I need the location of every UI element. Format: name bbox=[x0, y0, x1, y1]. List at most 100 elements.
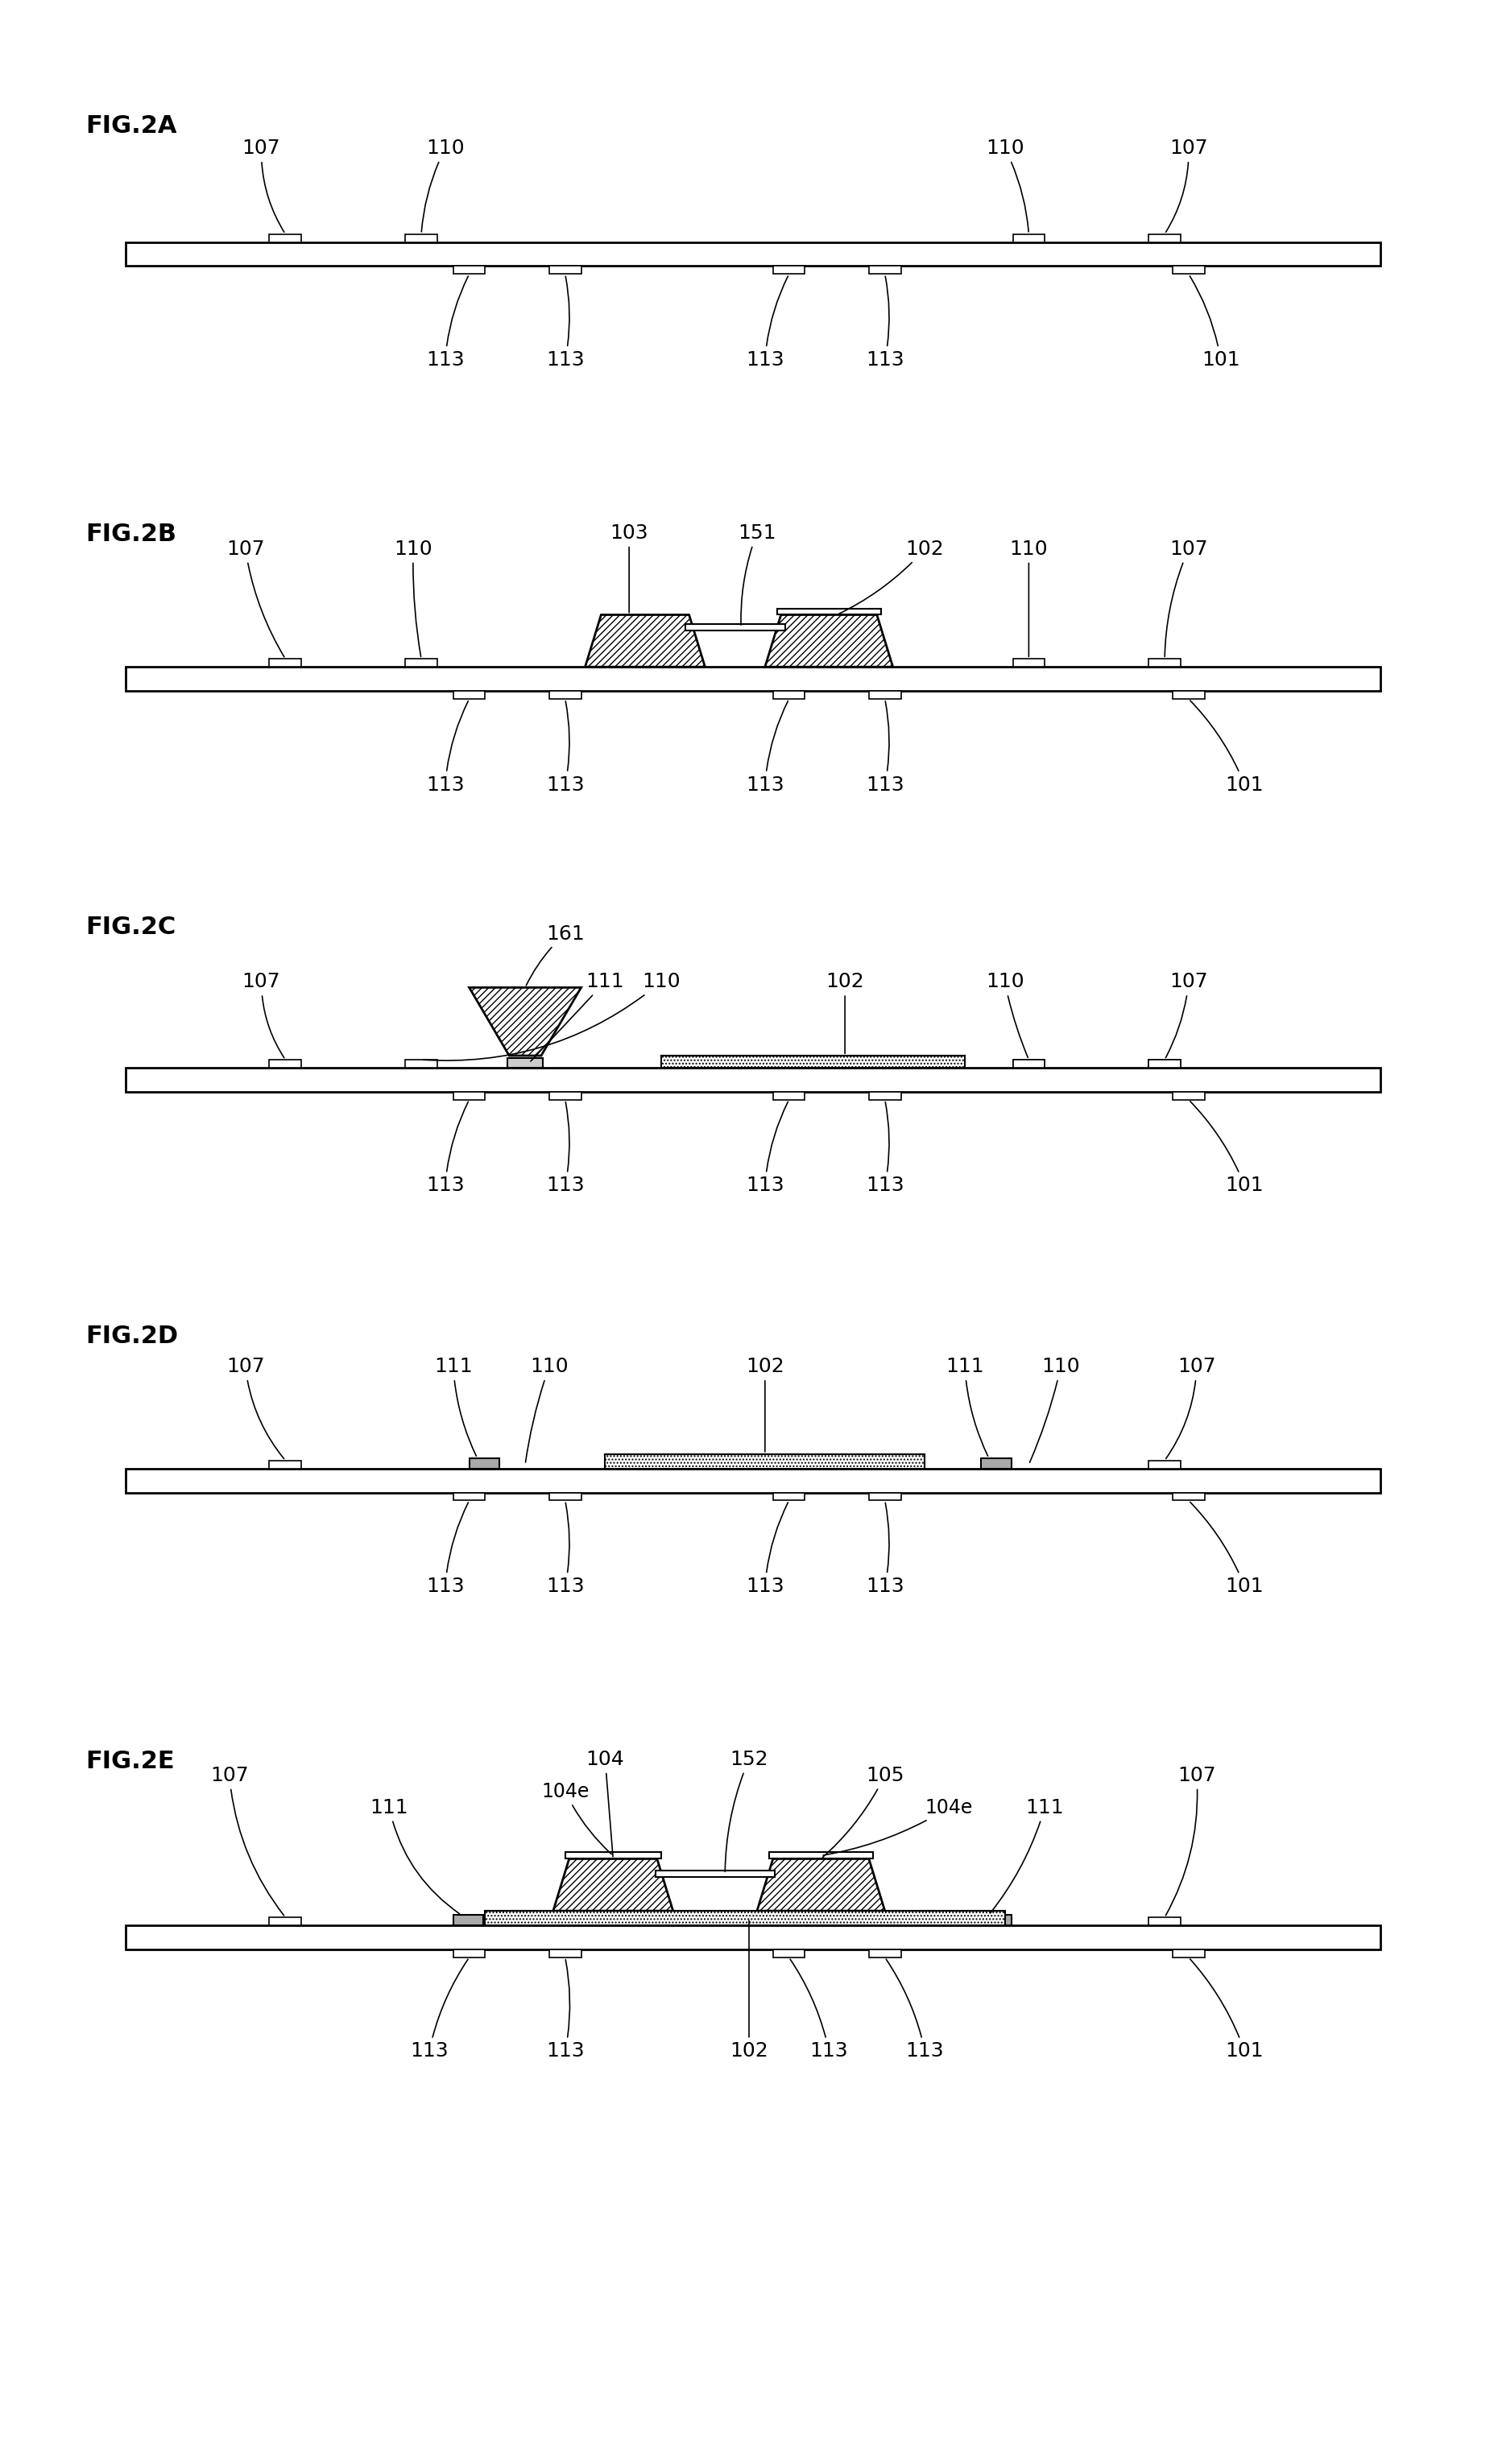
Bar bbox=[773, 1092, 804, 1099]
Text: FIG.2A: FIG.2A bbox=[85, 113, 177, 138]
Bar bbox=[454, 1949, 485, 1956]
Polygon shape bbox=[586, 616, 706, 668]
Text: 107: 107 bbox=[210, 1767, 285, 1915]
Bar bbox=[485, 1912, 1005, 1924]
Bar bbox=[1013, 234, 1044, 241]
Text: 111: 111 bbox=[530, 973, 625, 1062]
Text: 107: 107 bbox=[226, 540, 285, 658]
Bar bbox=[605, 1454, 924, 1469]
Text: 113: 113 bbox=[746, 700, 788, 793]
Text: 102: 102 bbox=[746, 1358, 785, 1451]
Bar bbox=[565, 1853, 661, 1858]
Bar bbox=[773, 1493, 804, 1501]
Text: 113: 113 bbox=[866, 1503, 905, 1597]
Text: 113: 113 bbox=[791, 1959, 848, 2060]
Bar bbox=[777, 609, 881, 616]
Bar bbox=[1173, 1092, 1204, 1099]
Bar bbox=[454, 1493, 485, 1501]
Bar bbox=[126, 1067, 1381, 1092]
Text: 113: 113 bbox=[425, 276, 469, 370]
Text: 113: 113 bbox=[545, 1959, 584, 2060]
Text: 107: 107 bbox=[1165, 1767, 1216, 1915]
Text: 101: 101 bbox=[1189, 276, 1240, 370]
Text: 110: 110 bbox=[986, 138, 1029, 232]
Bar bbox=[869, 266, 900, 274]
Bar bbox=[270, 234, 301, 241]
Text: 110: 110 bbox=[421, 138, 464, 232]
Text: 102: 102 bbox=[825, 973, 864, 1055]
Bar bbox=[773, 266, 804, 274]
Bar bbox=[1149, 1060, 1180, 1067]
Polygon shape bbox=[469, 988, 581, 1055]
Bar bbox=[869, 1092, 900, 1099]
Bar bbox=[406, 234, 437, 241]
Bar bbox=[126, 1469, 1381, 1493]
Bar bbox=[270, 1461, 301, 1469]
Text: 161: 161 bbox=[526, 924, 584, 986]
Polygon shape bbox=[765, 616, 893, 668]
Text: 111: 111 bbox=[434, 1358, 476, 1456]
Bar bbox=[550, 1949, 581, 1956]
Bar bbox=[126, 668, 1381, 690]
Text: 111: 111 bbox=[370, 1799, 460, 1915]
Bar bbox=[406, 1060, 437, 1067]
Text: 113: 113 bbox=[545, 1101, 584, 1195]
Text: 107: 107 bbox=[243, 973, 285, 1057]
Text: FIG.2D: FIG.2D bbox=[85, 1326, 178, 1348]
Text: 102: 102 bbox=[839, 540, 944, 614]
Bar bbox=[454, 690, 485, 700]
Bar bbox=[1149, 1917, 1180, 1924]
Bar bbox=[126, 1924, 1381, 1949]
Text: 110: 110 bbox=[424, 973, 680, 1060]
Bar bbox=[685, 623, 785, 631]
Bar bbox=[768, 1853, 873, 1858]
Bar bbox=[270, 1060, 301, 1067]
Text: 113: 113 bbox=[746, 276, 788, 370]
Text: 101: 101 bbox=[1191, 1101, 1264, 1195]
Text: 111: 111 bbox=[990, 1799, 1064, 1912]
Text: 110: 110 bbox=[394, 540, 433, 658]
Text: 113: 113 bbox=[545, 702, 584, 793]
Text: 113: 113 bbox=[425, 700, 469, 793]
Bar bbox=[1173, 1493, 1204, 1501]
Bar bbox=[1149, 234, 1180, 241]
Bar bbox=[126, 1469, 1381, 1493]
Bar bbox=[656, 1870, 774, 1878]
Text: 107: 107 bbox=[226, 1358, 285, 1459]
Bar bbox=[126, 241, 1381, 266]
Text: FIG.2E: FIG.2E bbox=[85, 1749, 175, 1772]
Text: 110: 110 bbox=[986, 973, 1028, 1057]
Bar bbox=[550, 266, 581, 274]
Bar bbox=[661, 1055, 965, 1067]
Bar bbox=[1013, 658, 1044, 668]
Bar bbox=[1149, 1461, 1180, 1469]
Bar bbox=[981, 1915, 1011, 1924]
Text: 105: 105 bbox=[822, 1767, 903, 1858]
Text: 107: 107 bbox=[1165, 540, 1207, 655]
Text: 113: 113 bbox=[866, 702, 905, 793]
Bar bbox=[773, 1949, 804, 1956]
Text: 104e: 104e bbox=[541, 1781, 611, 1853]
Bar bbox=[550, 1493, 581, 1501]
Text: 113: 113 bbox=[866, 1101, 905, 1195]
Bar bbox=[1173, 1949, 1204, 1956]
Text: 101: 101 bbox=[1191, 700, 1264, 793]
Bar bbox=[869, 1949, 900, 1956]
Text: 101: 101 bbox=[1191, 1503, 1264, 1597]
Bar bbox=[1173, 266, 1204, 274]
Bar bbox=[1013, 1060, 1044, 1067]
Text: 113: 113 bbox=[746, 1503, 788, 1597]
Text: FIG.2B: FIG.2B bbox=[85, 522, 177, 547]
Polygon shape bbox=[756, 1858, 885, 1912]
Bar bbox=[454, 266, 485, 274]
Text: 111: 111 bbox=[945, 1358, 987, 1456]
Text: 103: 103 bbox=[610, 522, 649, 614]
Text: 107: 107 bbox=[1165, 1358, 1216, 1459]
Text: 113: 113 bbox=[425, 1101, 469, 1195]
Text: 113: 113 bbox=[410, 1959, 467, 2060]
Bar bbox=[454, 1915, 484, 1924]
Bar bbox=[869, 690, 900, 700]
Text: 107: 107 bbox=[1165, 138, 1207, 232]
Text: 107: 107 bbox=[1165, 973, 1207, 1057]
Text: 113: 113 bbox=[887, 1959, 944, 2060]
